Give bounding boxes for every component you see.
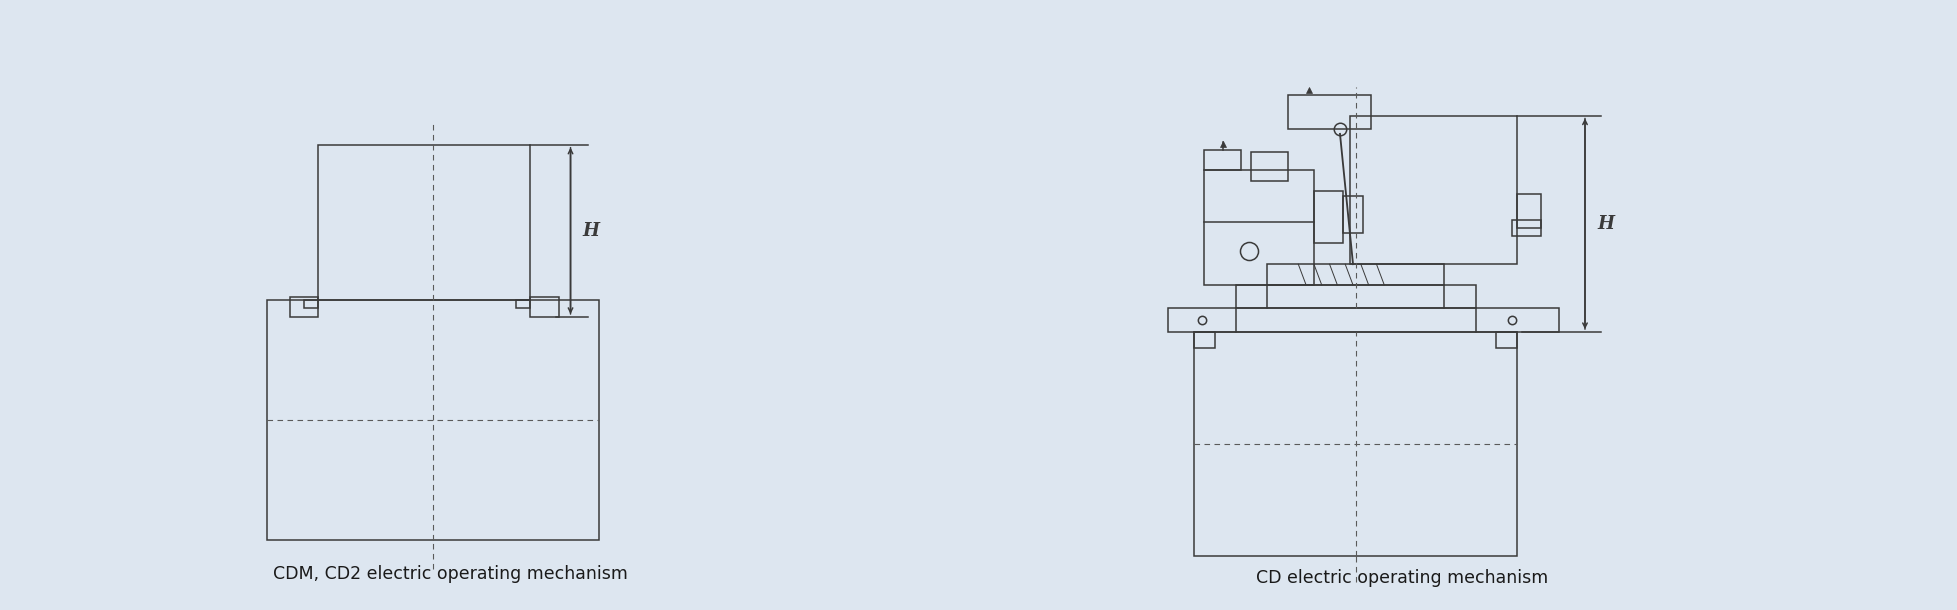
Bar [1517,194,1540,228]
Bar [1235,285,1476,309]
Bar [1251,152,1288,181]
Text: CDM, CD2 electric operating mechanism: CDM, CD2 electric operating mechanism [272,565,628,583]
Bar [1497,332,1517,348]
Text: H: H [1597,215,1615,233]
Bar [1204,170,1313,285]
Bar [1513,220,1540,235]
Bar [530,296,560,317]
Bar [303,300,319,308]
Bar [517,300,530,308]
Bar [319,145,530,300]
Bar [1204,149,1241,170]
Bar [1343,196,1364,233]
Bar [1194,332,1215,348]
Bar [1350,116,1517,264]
Text: H: H [581,222,599,240]
Bar [1168,309,1560,332]
Bar [1194,332,1517,556]
Bar [266,300,599,540]
Text: CD electric operating mechanism: CD electric operating mechanism [1256,569,1548,587]
Bar [1313,191,1343,243]
Bar [1266,264,1444,285]
Bar [290,296,319,317]
Bar [1288,95,1372,129]
